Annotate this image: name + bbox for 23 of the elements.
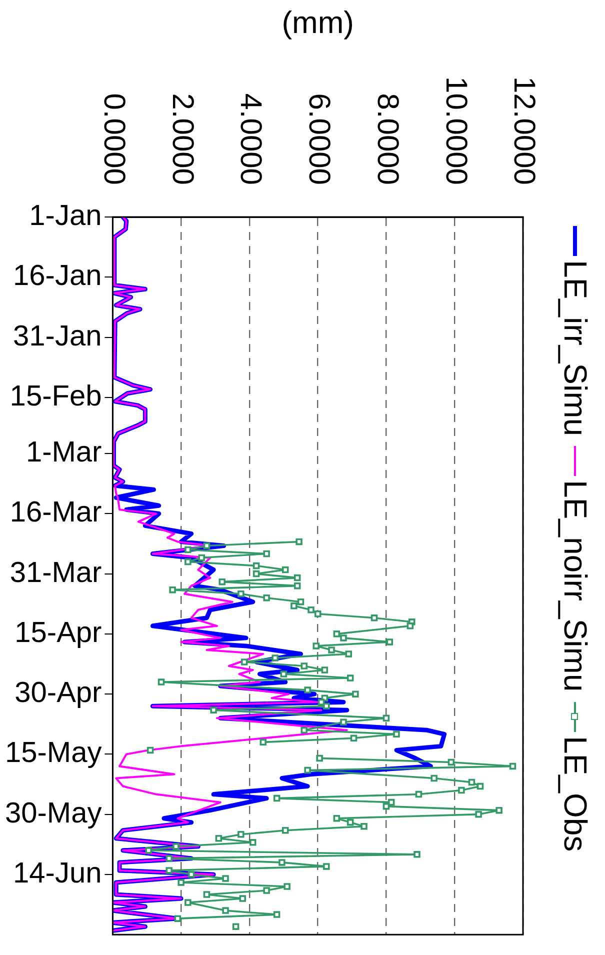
y-tick-label: 15-Apr xyxy=(14,616,102,649)
x-tick-label: 0.0000 xyxy=(97,93,130,185)
y-tick-label: 14-Jun xyxy=(13,857,102,890)
legend-label: LE_irr_Simu xyxy=(556,260,594,436)
y-tick-label: 15-Feb xyxy=(10,380,102,412)
x-axis-title: (mm) xyxy=(282,5,354,40)
y-tick-label: 1-Mar xyxy=(26,436,102,469)
y-tick-label: 30-Apr xyxy=(14,677,102,710)
y-tick-label: 15-May xyxy=(4,737,102,770)
x-tick-label: 12.0000 xyxy=(508,76,541,185)
x-tick-label: 10.0000 xyxy=(439,76,472,185)
y-tick-label: 31-Mar xyxy=(10,556,102,589)
legend-label: LE_Obs xyxy=(556,736,594,852)
y-tick-label: 30-May xyxy=(4,797,102,830)
x-tick-label: 6.0000 xyxy=(302,93,336,185)
x-tick-label: 4.0000 xyxy=(234,93,268,185)
x-tick-label: 8.0000 xyxy=(370,93,404,185)
y-tick-label: 16-Mar xyxy=(10,496,102,529)
y-tick-label: 31-Jan xyxy=(13,320,102,352)
legend-label: LE_noirr_Simu xyxy=(556,480,594,692)
y-tick-label: 1-Jan xyxy=(29,200,102,232)
y-tick-label: 16-Jan xyxy=(13,260,102,292)
x-tick-label: 2.0000 xyxy=(166,93,199,185)
